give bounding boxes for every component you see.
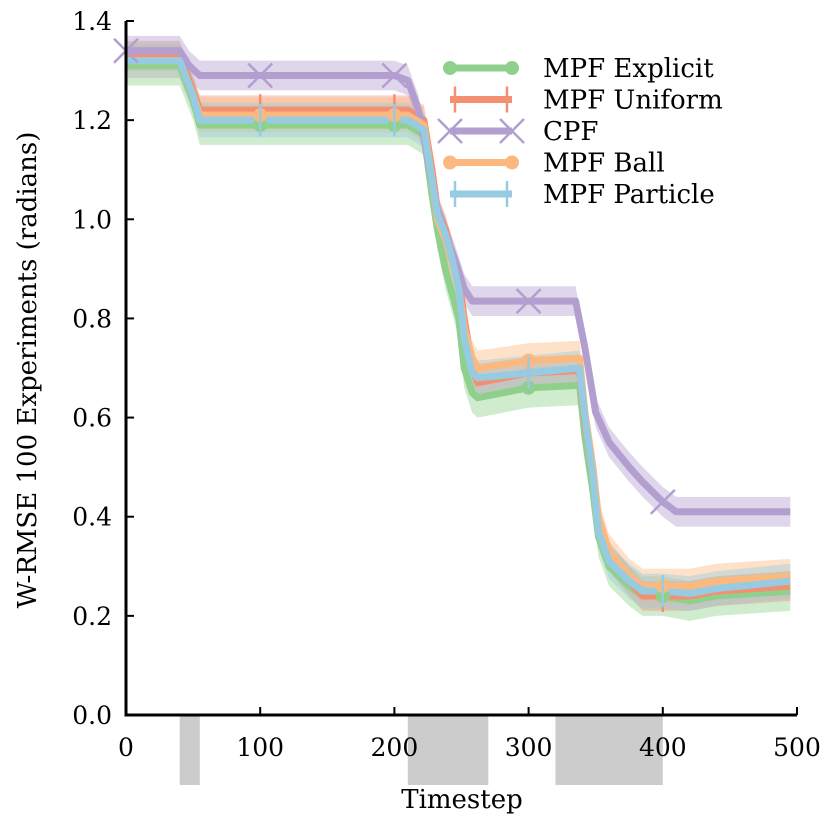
shaded-intervals — [179, 715, 663, 785]
shaded-interval-1 — [407, 715, 489, 785]
y-tick-label: 1.0 — [72, 205, 112, 234]
y-tick-label: 1.4 — [72, 7, 112, 36]
legend-item-mpf-ball: MPF Ball — [443, 149, 665, 179]
legend-label: MPF Uniform — [543, 86, 723, 116]
legend-item-cpf: CPF — [437, 117, 598, 147]
line-mpf-particle — [126, 57, 791, 598]
line-mpf-ball — [126, 57, 791, 590]
marker-cpf-2 — [381, 62, 408, 89]
legend-item-mpf-explicit: MPF Explicit — [443, 54, 714, 84]
x-tick-label: 0 — [118, 733, 134, 762]
legend-item-mpf-particle: MPF Particle — [450, 180, 715, 210]
legend-item-mpf-uniform: MPF Uniform — [450, 86, 723, 116]
x-tick-label: 200 — [371, 733, 419, 762]
shaded-interval-0 — [179, 715, 200, 785]
x-tick-label: 100 — [236, 733, 284, 762]
marker-cpf-3 — [515, 288, 542, 314]
y-tick-label: 0.0 — [72, 701, 112, 730]
legend-label: CPF — [543, 117, 598, 147]
marker-cpf-1 — [247, 62, 274, 89]
x-tick-label: 300 — [505, 733, 553, 762]
legend-label: MPF Ball — [543, 149, 665, 179]
y-tick-label: 0.2 — [72, 602, 112, 631]
y-tick-label: 0.6 — [72, 404, 112, 433]
series-lines — [126, 47, 791, 605]
legend-label: MPF Particle — [543, 180, 715, 210]
y-axis-label: W-RMSE 100 Experiments (radians) — [13, 132, 43, 609]
x-tick-label: 500 — [773, 733, 821, 762]
marker-cpf-4 — [649, 488, 676, 515]
x-axis-label: Timestep — [401, 785, 523, 815]
legend-label: MPF Explicit — [543, 54, 714, 84]
y-tick-label: 0.4 — [72, 503, 112, 532]
shaded-interval-2 — [555, 715, 663, 785]
y-tick-label: 1.2 — [72, 106, 112, 135]
y-tick-label: 0.8 — [72, 304, 112, 333]
axis-ticks: 0.0 0.2 0.4 0.6 0.8 1.0 1.2 1.4 0 100 200 300 400 500 — [72, 7, 821, 762]
series-markers — [113, 37, 676, 613]
x-tick-label: 400 — [639, 733, 687, 762]
